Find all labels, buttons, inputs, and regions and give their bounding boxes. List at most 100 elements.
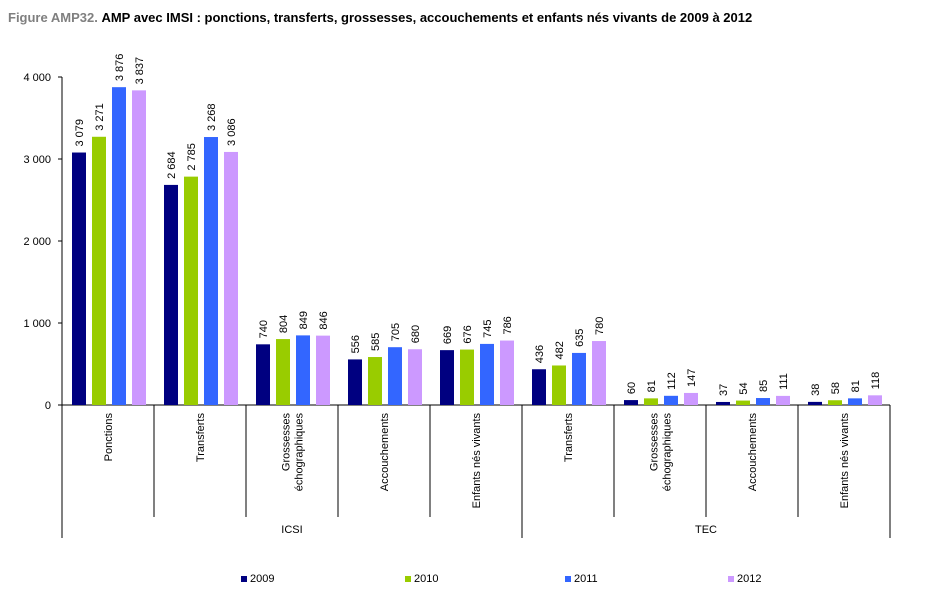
legend-item-2012: 2012 (728, 573, 761, 585)
data-label-2011: 85 (758, 380, 770, 392)
bar-2012-3 (408, 349, 422, 405)
data-label-2012: 111 (778, 373, 790, 390)
legend-item-2009: 2009 (241, 573, 274, 585)
bar-2009-3 (348, 359, 362, 405)
data-label-2010: 58 (830, 382, 842, 394)
legend-label-2009: 2009 (250, 573, 275, 585)
bar-2010-8 (828, 400, 842, 405)
bar-2011-7 (756, 398, 770, 405)
category-label: Ponctions (103, 413, 115, 462)
legend-label-2010: 2010 (414, 573, 439, 585)
bar-2011-4 (480, 343, 494, 405)
data-label-2009: 3 079 (74, 119, 86, 147)
data-label-2012: 780 (594, 317, 606, 335)
legend-swatch-2012 (728, 576, 734, 582)
bar-2010-0 (92, 136, 106, 405)
data-label-2012: 147 (686, 369, 698, 387)
bar-2009-5 (532, 369, 546, 405)
data-label-2009: 2 684 (166, 151, 178, 179)
bar-2012-7 (776, 395, 790, 405)
data-label-2010: 2 785 (186, 143, 198, 171)
legend-label-2011: 2011 (574, 573, 598, 585)
category-label: échographiques (662, 413, 674, 492)
legend-swatch-2009 (241, 576, 247, 582)
legend-item-2010: 2010 (405, 573, 438, 585)
data-label-2010: 3 271 (94, 103, 106, 131)
category-label: Grossesses (281, 413, 293, 472)
y-tick-label: 0 (45, 400, 51, 412)
data-label-2011: 3 876 (114, 54, 126, 82)
bar-2012-2 (316, 335, 330, 405)
y-tick-label: 1 000 (23, 318, 51, 330)
data-label-2011: 81 (850, 380, 862, 392)
data-label-2012: 786 (502, 316, 514, 334)
data-label-2012: 118 (870, 372, 882, 390)
data-label-2012: 3 837 (134, 57, 146, 85)
data-label-2012: 680 (410, 325, 422, 343)
y-tick-label: 2 000 (23, 236, 51, 248)
bar-2010-1 (184, 176, 198, 405)
bar-2011-2 (296, 335, 310, 405)
category-label: Enfants nés vivants (471, 413, 483, 509)
bar-2011-1 (204, 137, 218, 406)
data-label-2009: 60 (626, 382, 638, 394)
data-label-2010: 482 (554, 341, 566, 359)
bar-2009-6 (624, 400, 638, 405)
bar-2010-2 (276, 339, 290, 405)
figure-number: Figure AMP32. (8, 10, 98, 25)
bar-2012-1 (224, 151, 238, 405)
data-label-2012: 3 086 (226, 118, 238, 146)
bar-2010-7 (736, 400, 750, 405)
legend-label-2012: 2012 (737, 573, 762, 585)
bar-2012-8 (868, 395, 882, 405)
bar-2009-8 (808, 401, 822, 405)
bar-2011-8 (848, 398, 862, 405)
category-label: échographiques (294, 413, 306, 492)
data-label-2011: 705 (390, 323, 402, 341)
data-label-2009: 436 (534, 345, 546, 363)
bar-2011-0 (112, 87, 126, 405)
bar-2009-2 (256, 344, 270, 405)
bar-2009-4 (440, 350, 454, 405)
bar-2011-3 (388, 347, 402, 405)
group-label-tec: TEC (695, 524, 717, 536)
data-label-2011: 635 (574, 329, 586, 347)
category-label: Grossesses (649, 413, 661, 472)
data-label-2010: 81 (646, 380, 658, 392)
bar-2012-5 (592, 341, 606, 405)
data-label-2011: 849 (298, 311, 310, 329)
data-label-2010: 585 (370, 333, 382, 351)
bar-2012-4 (500, 340, 514, 405)
group-label-icsi: ICSI (281, 524, 302, 536)
bar-2009-1 (164, 184, 178, 405)
data-label-2011: 745 (482, 320, 494, 338)
bar-2010-6 (644, 398, 658, 405)
legend-swatch-2010 (405, 576, 411, 582)
data-label-2012: 846 (318, 311, 330, 329)
bar-2010-3 (368, 357, 382, 405)
data-label-2010: 676 (462, 325, 474, 343)
category-label: Accouchements (747, 413, 759, 492)
data-label-2011: 3 268 (206, 103, 218, 131)
data-label-2011: 112 (666, 372, 678, 390)
category-label: Transferts (195, 413, 207, 463)
category-label: Accouchements (379, 413, 391, 492)
data-label-2009: 740 (258, 320, 270, 338)
bar-2009-7 (716, 401, 730, 405)
chart-title: Figure AMP32. AMP avec IMSI : ponctions,… (8, 10, 752, 25)
legend-swatch-2011 (565, 576, 571, 582)
data-label-2009: 669 (442, 326, 454, 344)
data-label-2009: 38 (810, 384, 822, 396)
bar-2010-5 (552, 365, 566, 405)
bar-2012-0 (132, 90, 146, 405)
y-tick-label: 4 000 (23, 72, 51, 84)
bar-2011-6 (664, 395, 678, 405)
bar-2010-4 (460, 349, 474, 405)
category-label: Transferts (563, 413, 575, 463)
category-label: Enfants nés vivants (839, 413, 851, 509)
legend-item-2011: 2011 (565, 573, 598, 585)
figure-caption: AMP avec IMSI : ponctions, transferts, g… (101, 10, 753, 25)
bar-2012-6 (684, 392, 698, 405)
data-label-2010: 54 (738, 382, 750, 394)
